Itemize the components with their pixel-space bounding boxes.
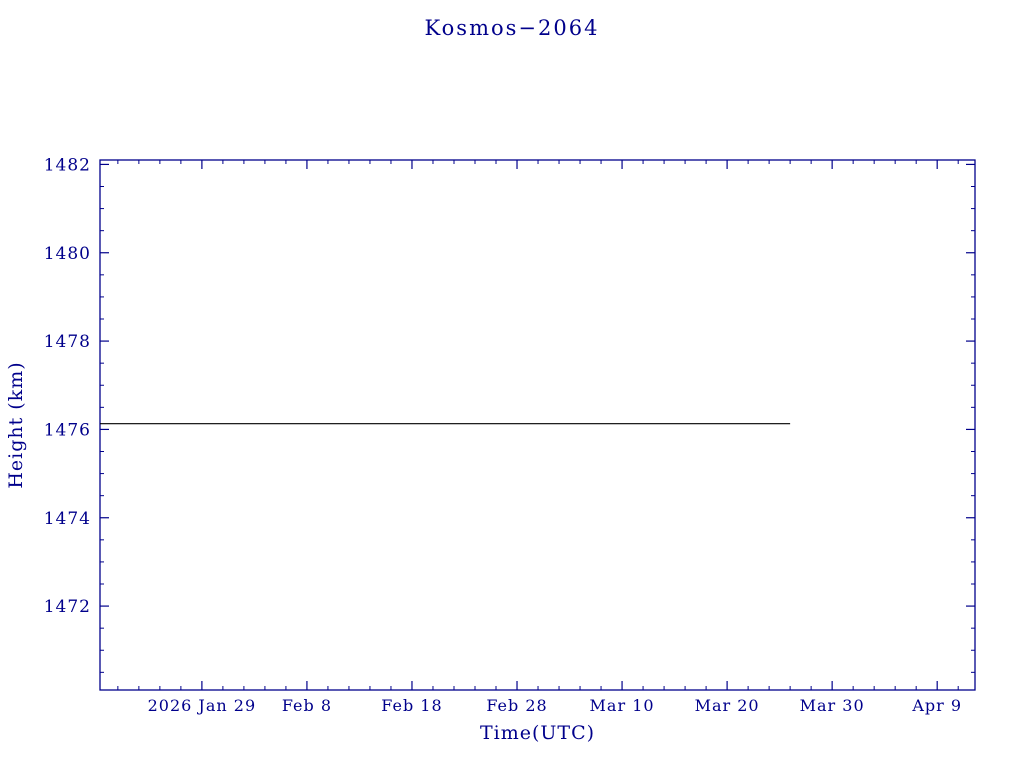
x-tick-label: Mar 20 [695,696,760,715]
x-tick-label: Mar 10 [590,696,655,715]
y-tick-label: 1476 [44,420,91,440]
y-tick-label: 1478 [44,332,91,352]
x-axis-label: Time(UTC) [479,722,596,744]
chart-title: Kosmos−2064 [424,16,600,40]
y-tick-label: 1480 [44,244,91,264]
x-tick-label: Feb 8 [282,696,332,715]
y-tick-label: 1474 [44,509,91,529]
x-tick-label: Feb 28 [486,696,547,715]
x-tick-label: Mar 30 [800,696,865,715]
y-tick-label: 1472 [44,597,91,617]
x-tick-label: Feb 18 [381,696,442,715]
x-tick-label: Apr 9 [911,696,962,715]
plot-frame [99,159,976,691]
x-tick-label: 2026 Jan 29 [148,696,257,715]
y-tick-label: 1482 [44,155,91,175]
